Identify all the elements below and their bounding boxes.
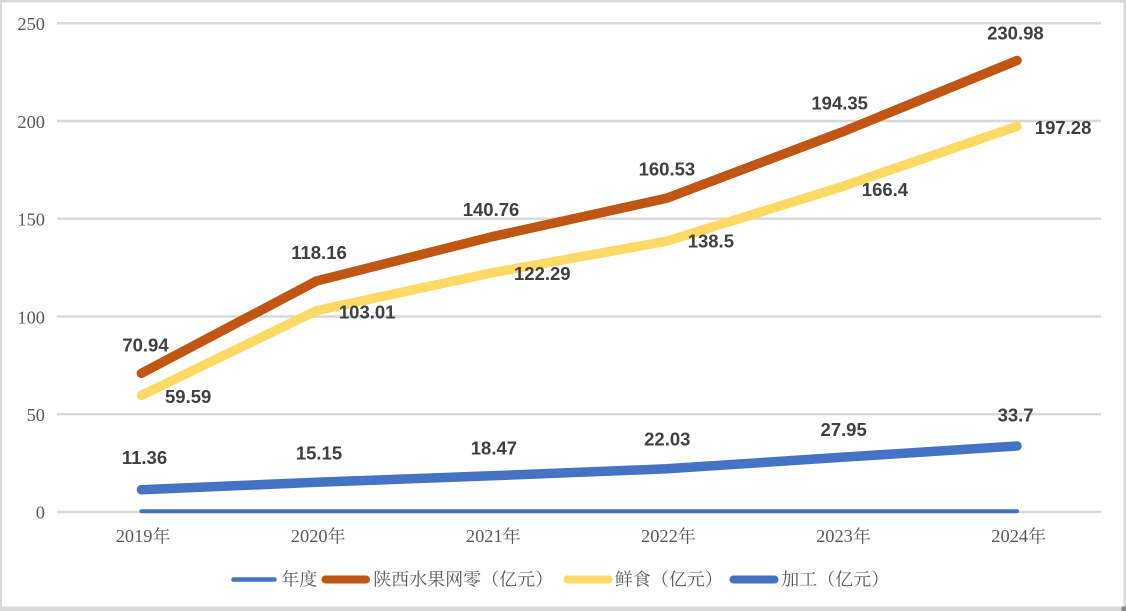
svg-text:230.98: 230.98 (987, 23, 1044, 44)
svg-text:122.29: 122.29 (514, 263, 571, 284)
svg-text:18.47: 18.47 (471, 437, 517, 458)
svg-text:15.15: 15.15 (296, 443, 342, 464)
svg-text:11.36: 11.36 (122, 447, 167, 468)
svg-text:160.53: 160.53 (639, 158, 696, 179)
svg-text:2023: 2023 (816, 526, 853, 546)
svg-text:2019: 2019 (116, 526, 153, 546)
svg-text:197.28: 197.28 (1035, 117, 1092, 138)
svg-text:27.95: 27.95 (820, 419, 866, 440)
svg-text:140.76: 140.76 (463, 199, 520, 220)
svg-text:2022: 2022 (641, 526, 678, 546)
svg-text:70.94: 70.94 (122, 335, 169, 356)
svg-text:194.35: 194.35 (811, 92, 868, 113)
svg-text:118.16: 118.16 (291, 242, 347, 263)
svg-text:22.03: 22.03 (644, 429, 690, 450)
svg-text:59.59: 59.59 (165, 386, 211, 407)
svg-text:250: 250 (17, 14, 45, 34)
svg-text:166.4: 166.4 (862, 179, 909, 200)
svg-text:2021: 2021 (466, 526, 503, 546)
svg-text:103.01: 103.01 (339, 301, 396, 322)
svg-text:200: 200 (17, 112, 45, 132)
svg-text:2020: 2020 (291, 526, 328, 546)
svg-text:33.7: 33.7 (998, 404, 1034, 425)
svg-text:138.5: 138.5 (688, 231, 734, 252)
svg-text:2024: 2024 (991, 526, 1028, 546)
svg-text:100: 100 (17, 307, 45, 327)
svg-text:150: 150 (17, 210, 45, 230)
svg-text:0: 0 (36, 503, 45, 523)
svg-text:50: 50 (27, 405, 45, 425)
